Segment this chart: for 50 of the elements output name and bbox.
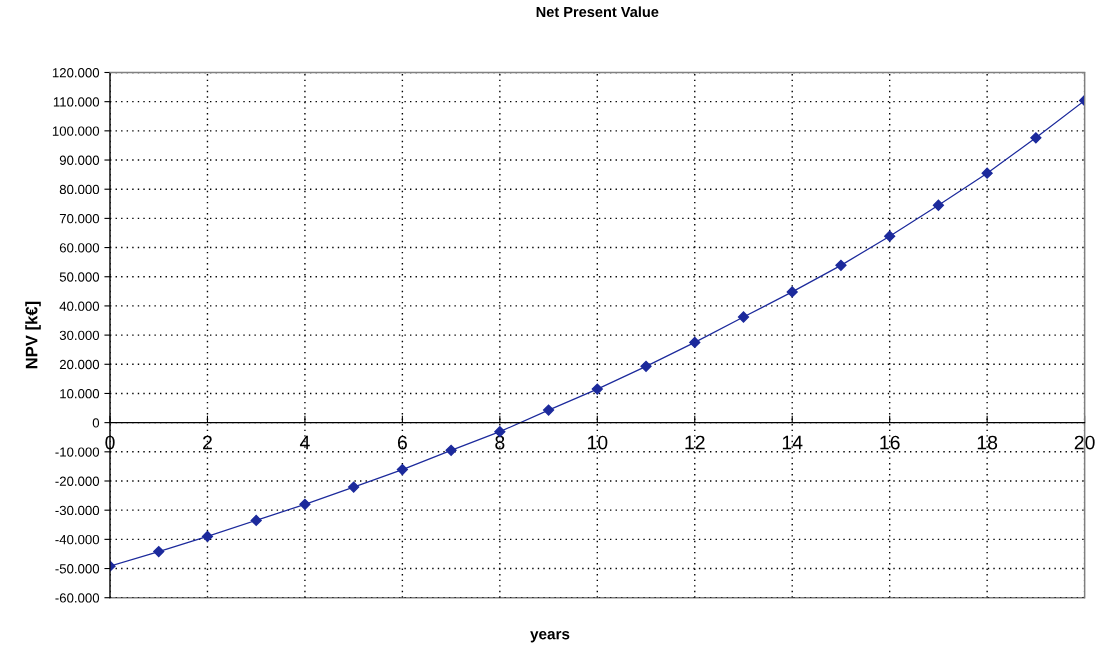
point [591,383,603,395]
y-tick-label: -50.000 [55,564,100,574]
y-tick-label: 70.000 [59,213,100,224]
y-tick-label: 10.000 [60,389,100,399]
point [445,444,457,456]
x-tick-label: 12 [685,435,705,450]
x-tick-label: 10 [587,435,608,450]
point [640,360,652,372]
y-tick-label: 60.000 [59,243,100,253]
x-tick-label: 20 [1074,435,1095,450]
y-tick-label: 80.000 [59,184,100,195]
y-tick-label: 120.000 [52,68,100,78]
x-tick-label: 16 [880,435,900,450]
y-tick-label: 20.000 [59,359,100,370]
point [396,464,408,476]
y-axis-title: NPV [k€] [25,301,41,369]
y-tick-label: 40.000 [59,301,100,311]
y-tick-label: 110.000 [53,97,100,107]
chart-title: Net Present Value [536,6,659,18]
y-tick-label: -60.000 [55,593,100,603]
y-tick-label: -20.000 [55,476,100,486]
x-tick-label: 4 [299,435,310,450]
x-tick-label: 6 [397,435,407,450]
y-tick-label: -10.000 [55,447,100,457]
point [884,230,896,242]
point [835,259,847,271]
x-tick-label: 18 [977,435,998,450]
x-tick-label: 8 [495,435,505,450]
y-tick-label: 100.000 [52,126,100,136]
y-tick-label: -30.000 [55,505,100,516]
point [348,481,360,493]
y-tick-label: 0 [92,418,100,428]
y-tick-label: -40.000 [55,534,100,545]
point [1030,132,1042,144]
y-tick-label: 90.000 [59,155,100,165]
point [737,311,750,323]
point [689,336,701,349]
point [201,530,214,543]
x-tick-label: 14 [782,435,803,450]
point [250,514,262,526]
x-axis-title: years [530,631,570,643]
point [786,286,798,298]
point [932,199,945,211]
point [299,498,311,510]
y-tick-label: 50.000 [59,272,100,282]
point [542,404,555,416]
point [153,546,165,558]
y-tick-label: 30.000 [59,330,100,341]
x-tick-label: 2 [203,435,212,450]
point [981,167,993,179]
